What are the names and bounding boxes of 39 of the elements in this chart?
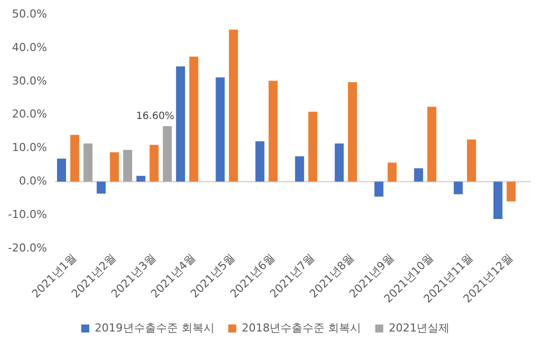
y-tick-label: 10.0% xyxy=(12,141,47,154)
data-label: 16.60% xyxy=(136,110,174,122)
bar xyxy=(466,140,476,182)
bar xyxy=(57,158,66,182)
bar xyxy=(70,134,80,182)
bar xyxy=(216,77,225,182)
legend-label: 2018년수출수준 회복시 xyxy=(242,321,362,334)
bar xyxy=(136,176,146,182)
bar xyxy=(295,156,304,182)
bar xyxy=(427,106,436,182)
bar xyxy=(374,182,384,197)
bar xyxy=(388,162,397,182)
bar xyxy=(176,66,186,182)
bar xyxy=(83,144,92,182)
bar xyxy=(96,182,106,194)
bar xyxy=(268,80,278,182)
legend-label: 2019년수출수준 회복시 xyxy=(94,321,214,334)
bar xyxy=(308,112,318,182)
bar xyxy=(228,30,238,182)
bar xyxy=(506,182,516,202)
bar xyxy=(493,182,502,220)
y-tick-label: -10.0% xyxy=(8,208,47,221)
y-tick-label: 0.0% xyxy=(18,174,47,188)
y-tick-label: 30.0% xyxy=(12,74,47,88)
y-tick-label: 40.0% xyxy=(12,40,47,54)
bar xyxy=(123,150,132,182)
bar xyxy=(255,141,264,182)
bar xyxy=(454,182,463,194)
y-tick-label: 20.0% xyxy=(12,108,47,121)
bar xyxy=(414,168,424,182)
bar xyxy=(189,56,198,182)
bar xyxy=(162,126,172,182)
y-tick-label: -20.0% xyxy=(8,241,47,254)
bar xyxy=(348,82,357,182)
y-tick-label: 50.0% xyxy=(12,7,47,20)
bar xyxy=(334,144,344,182)
bar xyxy=(150,144,159,182)
legend-label: 2021년실제 xyxy=(388,321,450,334)
bar xyxy=(110,152,119,182)
